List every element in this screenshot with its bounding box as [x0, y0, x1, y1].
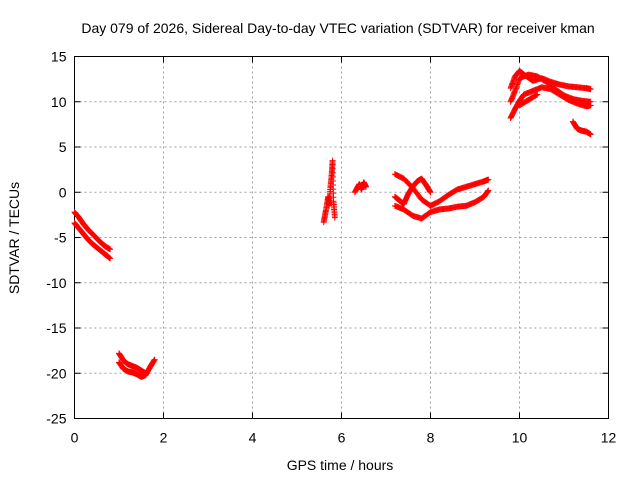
y-tick-label: -15	[46, 320, 66, 336]
data-point	[427, 189, 434, 196]
y-axis-label: SDTVAR / TECUs	[6, 182, 22, 294]
series-seg-f2	[507, 71, 594, 105]
series-seg-b2	[116, 356, 158, 380]
data-point	[533, 92, 540, 99]
data-point	[107, 246, 114, 253]
x-axis-label: GPS time / hours	[287, 457, 394, 473]
series-seg-g	[569, 118, 594, 138]
data-point	[362, 183, 369, 190]
x-tick-label: 0	[71, 430, 79, 446]
series-seg-a2	[71, 220, 114, 262]
data-point	[587, 86, 594, 93]
grid	[74, 56, 609, 419]
data-point	[107, 255, 114, 262]
y-tick-label: -20	[46, 365, 66, 381]
data-point	[534, 91, 541, 98]
data-point	[485, 176, 492, 183]
data-points	[71, 67, 594, 380]
series-seg-f4	[516, 91, 541, 109]
x-tick-label: 4	[249, 430, 257, 446]
y-tick-label: 10	[51, 94, 67, 110]
x-tick-label: 10	[512, 430, 528, 446]
series-seg-f3	[507, 84, 594, 122]
x-tick-label: 6	[338, 430, 346, 446]
series-seg-d	[351, 179, 369, 196]
series-seg-a1	[71, 209, 114, 253]
y-tick-label: -10	[46, 275, 66, 291]
y-tick-label: 5	[59, 139, 67, 155]
data-point	[587, 102, 594, 109]
y-tick-labels: -25 -20 -15 -10 -5 0 5 10 15	[46, 49, 66, 427]
y-tick-label: -5	[54, 230, 67, 246]
series-seg-e2	[391, 187, 492, 222]
chart-title: Day 079 of 2026, Sidereal Day-to-day VTE…	[81, 20, 594, 36]
y-tick-label: 15	[51, 49, 67, 65]
x-tick-labels: 0 2 4 6 8 10 12	[71, 430, 617, 446]
data-point	[331, 214, 338, 221]
data-point	[485, 187, 492, 194]
x-tick-label: 12	[601, 430, 617, 446]
series-seg-e3	[391, 175, 434, 208]
x-tick-label: 8	[427, 430, 435, 446]
data-point	[587, 131, 594, 138]
y-tick-label: -25	[46, 411, 66, 427]
y-tick-label: 0	[59, 184, 67, 200]
x-tick-label: 2	[160, 430, 168, 446]
series-seg-c	[320, 157, 338, 226]
axis-ticks	[74, 56, 609, 419]
data-point	[151, 356, 158, 363]
